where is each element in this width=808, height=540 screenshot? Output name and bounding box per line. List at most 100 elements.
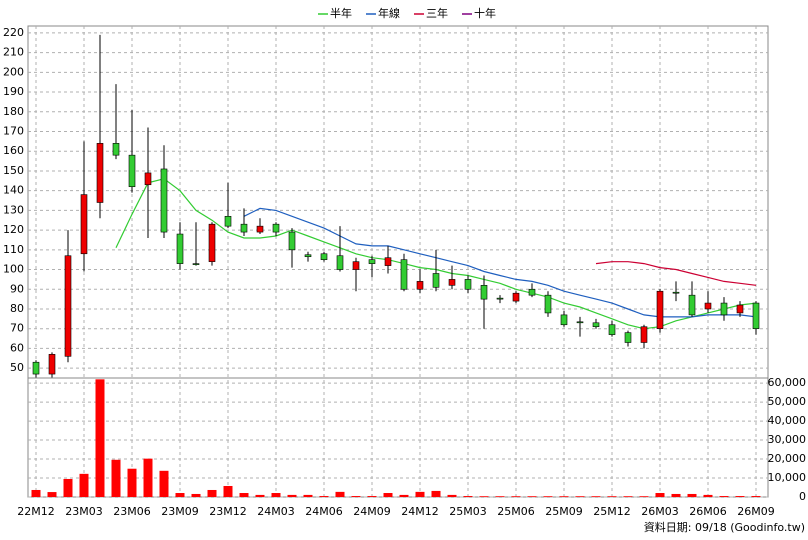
bar — [719, 496, 729, 497]
candle-body — [240, 223, 248, 233]
legend-label: 三年 — [426, 6, 448, 20]
bar — [495, 496, 505, 497]
candle-body — [528, 288, 536, 296]
bar — [95, 379, 105, 497]
bar — [479, 496, 489, 497]
x-tick-label: 24M12 — [401, 505, 439, 518]
candle-body — [688, 294, 696, 316]
x-tick-label: 26M03 — [641, 505, 679, 518]
bar — [655, 493, 665, 497]
bar — [351, 496, 361, 497]
y-tick-label: 10,000 — [768, 471, 807, 484]
candle-body — [304, 254, 312, 258]
x-tick-label: 23M12 — [209, 505, 247, 518]
candle-body — [352, 261, 360, 270]
x-tick-label: 24M06 — [305, 505, 343, 518]
y-tick-label: 210 — [3, 46, 24, 59]
y-tick-label: 140 — [3, 184, 24, 197]
bar — [175, 493, 185, 497]
y-tick-label: 160 — [3, 144, 24, 157]
x-tick-label: 25M09 — [545, 505, 583, 518]
bar — [111, 459, 121, 497]
candle-body — [288, 231, 296, 251]
bar — [63, 478, 73, 497]
bar — [703, 494, 713, 497]
candle-body — [400, 259, 408, 290]
y-tick-label: 120 — [3, 223, 24, 236]
bar — [319, 496, 329, 497]
bar — [31, 489, 41, 497]
legend-label: 年線 — [378, 6, 400, 20]
plot-area — [27, 377, 769, 498]
y-tick-label: 70 — [10, 322, 24, 335]
y-tick-label: 60 — [10, 341, 24, 354]
x-tick-label: 23M03 — [65, 505, 103, 518]
y-tick-label: 50 — [10, 361, 24, 374]
bar — [415, 491, 425, 497]
y-tick-label: 50,000 — [768, 395, 807, 408]
candle-body — [160, 168, 168, 233]
bar — [367, 496, 377, 497]
y-tick-label: 80 — [10, 302, 24, 315]
bar — [79, 473, 89, 497]
candle-body — [720, 302, 728, 316]
x-tick-label: 25M06 — [497, 505, 535, 518]
candle-body — [416, 281, 424, 290]
candle-body — [368, 259, 376, 264]
bar — [543, 496, 553, 497]
bar — [671, 493, 681, 497]
bar — [159, 470, 169, 497]
candle-body — [256, 225, 264, 233]
candle-body — [704, 302, 712, 310]
bar — [335, 491, 345, 497]
y-tick-label: 200 — [3, 65, 24, 78]
ma-line — [595, 261, 757, 286]
bar — [127, 468, 137, 497]
bar — [463, 496, 473, 497]
candle-body — [560, 314, 568, 326]
candle-body — [432, 273, 440, 288]
x-tick-label: 22M12 — [17, 505, 55, 518]
candle-body — [736, 304, 744, 314]
x-tick-label: 23M06 — [113, 505, 151, 518]
bar — [623, 496, 633, 497]
y-tick-label: 40,000 — [768, 414, 807, 427]
bar — [207, 489, 217, 497]
bar — [687, 493, 697, 497]
bar — [383, 493, 393, 497]
footnote: 資料日期: 09/18 (Goodinfo.tw) — [644, 520, 805, 534]
bar — [47, 492, 57, 497]
x-tick-label: 23M09 — [161, 505, 199, 518]
candle-body — [128, 154, 136, 188]
bar — [591, 496, 601, 497]
y-tick-label: 180 — [3, 105, 24, 118]
candle-body — [608, 324, 616, 335]
y-tick-label: 100 — [3, 263, 24, 276]
bar — [511, 496, 521, 497]
bar — [287, 494, 297, 497]
bar — [239, 493, 249, 497]
candle-body — [496, 297, 504, 300]
y-tick-label: 220 — [3, 26, 24, 39]
y-tick-label: 20,000 — [768, 452, 807, 465]
bar — [255, 494, 265, 497]
bar — [303, 494, 313, 497]
candle-body — [272, 223, 280, 233]
y-tick-label: 90 — [10, 282, 24, 295]
legend-label: 半年 — [330, 6, 352, 20]
candle-body — [96, 143, 104, 203]
y-tick-label: 130 — [3, 203, 24, 216]
bar — [447, 494, 457, 497]
bar — [143, 458, 153, 497]
candle-body — [144, 172, 152, 186]
candle-body — [112, 143, 120, 156]
candle-body — [512, 292, 520, 302]
bar — [559, 496, 569, 497]
candle-body — [336, 255, 344, 270]
candle-body — [384, 257, 392, 266]
bar — [431, 490, 441, 497]
candle-body — [480, 285, 488, 300]
bar — [223, 485, 233, 497]
candle-body — [672, 291, 680, 294]
